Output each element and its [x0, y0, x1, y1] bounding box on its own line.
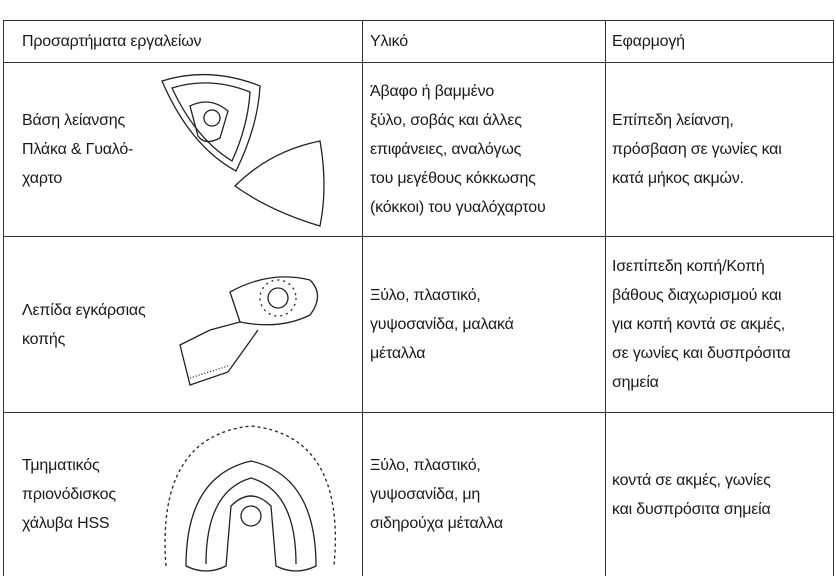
cell-text-line: (κόκκοι) του γυαλόχαρτου	[370, 199, 546, 216]
cell-text-line: χάλυβα HSS	[22, 515, 110, 532]
cell-text-line: γυψοσανίδα, μη	[370, 486, 481, 503]
row-divider	[3, 236, 834, 237]
cell-text-line: γυψοσανίδα, μαλακά	[370, 316, 514, 333]
table-cell: Ισεπίπεδη κοπή/Κοπή βάθους διαχωρισμού κα…	[612, 237, 830, 412]
cell-text-line: Άβαφο ή βαμμένο	[370, 83, 495, 100]
table-cell: Άβαφο ή βαμμένο ξύλο, σοβάς και άλλες επιφ…	[370, 63, 602, 236]
row-divider	[3, 62, 834, 63]
table-frame	[3, 20, 834, 576]
plunge-blade-icon	[179, 276, 319, 386]
row-divider	[3, 412, 834, 413]
table-cell: Τμηματικός πριονόδισκος χάλυβα HSS	[22, 413, 262, 576]
cell-text-line: πριονόδισκος	[22, 486, 116, 503]
cell-text-line: ξύλο, σοβάς και άλλες	[370, 112, 522, 129]
header-text: Υλικό	[370, 33, 408, 50]
table-cell: κοντά σε ακμές, γωνίες και δυσπρόσιτα σημ…	[612, 413, 830, 576]
segment-saw-icon	[164, 425, 336, 572]
cell-text-line: για κοπή κοντά σε ακμές,	[612, 316, 786, 333]
cell-text-line: σε γωνίες και δυσπρόσιτα	[612, 345, 791, 362]
cell-text-line: κοντά σε ακμές, γωνίες	[612, 471, 771, 489]
table-cell: Εφαρμογή	[612, 21, 830, 62]
cell-text-line: Ισεπίπεδη κοπή/Κοπή	[612, 258, 765, 275]
sanding-pad-icon	[161, 73, 325, 227]
table-cell: Υλικό	[370, 21, 602, 62]
cell-text-line: Ξύλο, πλαστικό,	[370, 287, 481, 304]
cell-text-line: Πλάκα & Γυαλό-	[22, 141, 134, 158]
cell-text-line: επιφάνειες, αναλόγως	[370, 141, 522, 158]
table-cell: Επίπεδη λείανση, πρόσβαση σε γωνίες και κα…	[612, 63, 830, 236]
table-cell: Λεπίδα εγκάρσιας κοπής	[22, 237, 262, 412]
cell-text-line: Βάση λείανσης	[22, 112, 125, 129]
cell-text-line: Ξύλο, πλαστικό,	[370, 457, 481, 474]
cell-text-line: του μεγέθους κόκκωσης	[370, 170, 536, 187]
cell-text-line: Λεπίδα εγκάρσιας	[22, 301, 146, 319]
column-divider	[605, 20, 606, 576]
cell-text-line: μέταλλα	[370, 345, 426, 362]
cell-text-line: σημεία	[612, 374, 659, 391]
column-divider	[362, 20, 363, 576]
cell-text-line: Τμηματικός	[22, 457, 100, 474]
cell-text-line: και δυσπρόσιτα σημεία	[612, 500, 771, 518]
cell-text-line: κοπής	[22, 330, 66, 348]
header-text: Εφαρμογή	[612, 33, 685, 50]
cell-text-line: βάθους διαχωρισμού και	[612, 287, 782, 304]
cell-text-line: χαρτο	[22, 170, 63, 187]
cell-text-line: πρόσβαση σε γωνίες και	[612, 141, 782, 158]
table-cell: Ξύλο, πλαστικό, γυψοσανίδα, μη σιδηρούχα μ…	[370, 413, 602, 576]
cell-text-line: σιδηρούχα μέταλλα	[370, 515, 503, 532]
cell-text-line: κατά μήκος ακμών.	[612, 170, 744, 187]
table-cell: Βάση λείανσης Πλάκα & Γυαλό-χαρτο	[22, 63, 262, 236]
table-cell: Προσαρτήματα εργαλείων	[22, 21, 262, 62]
table-cell: Ξύλο, πλαστικό, γυψοσανίδα, μαλακά μέταλλα	[370, 237, 602, 412]
header-text: Προσαρτήματα εργαλείων	[22, 33, 202, 50]
cell-text-line: Επίπεδη λείανση,	[612, 112, 734, 129]
